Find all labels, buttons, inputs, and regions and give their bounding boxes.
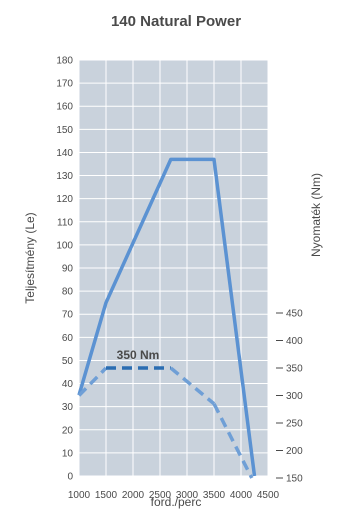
chart-title: 140 Natural Power xyxy=(111,13,241,30)
right-tick-label: 150 xyxy=(286,474,303,485)
x-tick-label: 1000 xyxy=(68,490,91,501)
left-tick-label: 90 xyxy=(62,264,74,275)
left-tick-label: 20 xyxy=(62,425,74,436)
x-axis-ticks: 1000 1500 2000 2500 3000 3500 4000 4500 xyxy=(68,490,280,501)
left-tick-label: 60 xyxy=(62,333,74,344)
left-tick-label: 30 xyxy=(62,402,74,413)
torque-peak-label: 350 Nm xyxy=(117,348,160,362)
x-tick-label: 2000 xyxy=(122,490,145,501)
left-tick-label: 160 xyxy=(56,102,73,113)
x-tick-label: 3500 xyxy=(203,490,226,501)
torque-curve-segment xyxy=(212,402,254,479)
left-tick-label: 180 xyxy=(56,56,73,67)
left-tick-label: 130 xyxy=(56,171,73,182)
left-tick-label: 100 xyxy=(56,240,73,251)
right-tick-label: 350 xyxy=(286,364,303,375)
left-tick-label: 10 xyxy=(62,448,74,459)
left-axis-label: Teljesítmény (Le) xyxy=(23,212,37,303)
power-curve xyxy=(77,157,257,477)
left-tick-label: 140 xyxy=(56,148,73,159)
x-tick-label: 4500 xyxy=(257,490,280,501)
torque-curve-segment xyxy=(169,366,216,406)
right-axis-ticks: 150 200 250 300 350 400 450 xyxy=(276,309,303,485)
x-tick-label: 4000 xyxy=(230,490,253,501)
right-tick-label: 250 xyxy=(286,419,303,430)
x-tick-label: 3000 xyxy=(176,490,199,501)
left-tick-label: 110 xyxy=(57,217,73,228)
x-tick-label: 2500 xyxy=(149,490,172,501)
right-tick-label: 450 xyxy=(286,309,303,320)
left-tick-label: 170 xyxy=(56,79,73,90)
right-tick-label: 200 xyxy=(286,446,303,457)
left-tick-label: 80 xyxy=(62,287,74,298)
left-tick-label: 150 xyxy=(56,125,73,136)
left-axis-ticks: 0 10 20 30 40 50 60 70 80 90 100 110 120 130 140 150 160… xyxy=(56,56,73,483)
left-tick-label: 40 xyxy=(62,379,74,390)
right-tick-label: 400 xyxy=(286,336,303,347)
series-layer xyxy=(77,157,257,479)
x-tick-label: 1500 xyxy=(95,490,118,501)
right-tick-label: 300 xyxy=(286,391,303,402)
left-tick-label: 50 xyxy=(62,356,74,367)
torque-curve-segment xyxy=(77,366,108,397)
left-tick-label: 70 xyxy=(62,310,74,321)
x-axis-label: ford./perc xyxy=(151,495,202,509)
left-tick-label: 120 xyxy=(56,194,73,205)
right-axis-label: Nyomaték (Nm) xyxy=(309,173,323,257)
left-tick-label: 0 xyxy=(67,472,73,483)
